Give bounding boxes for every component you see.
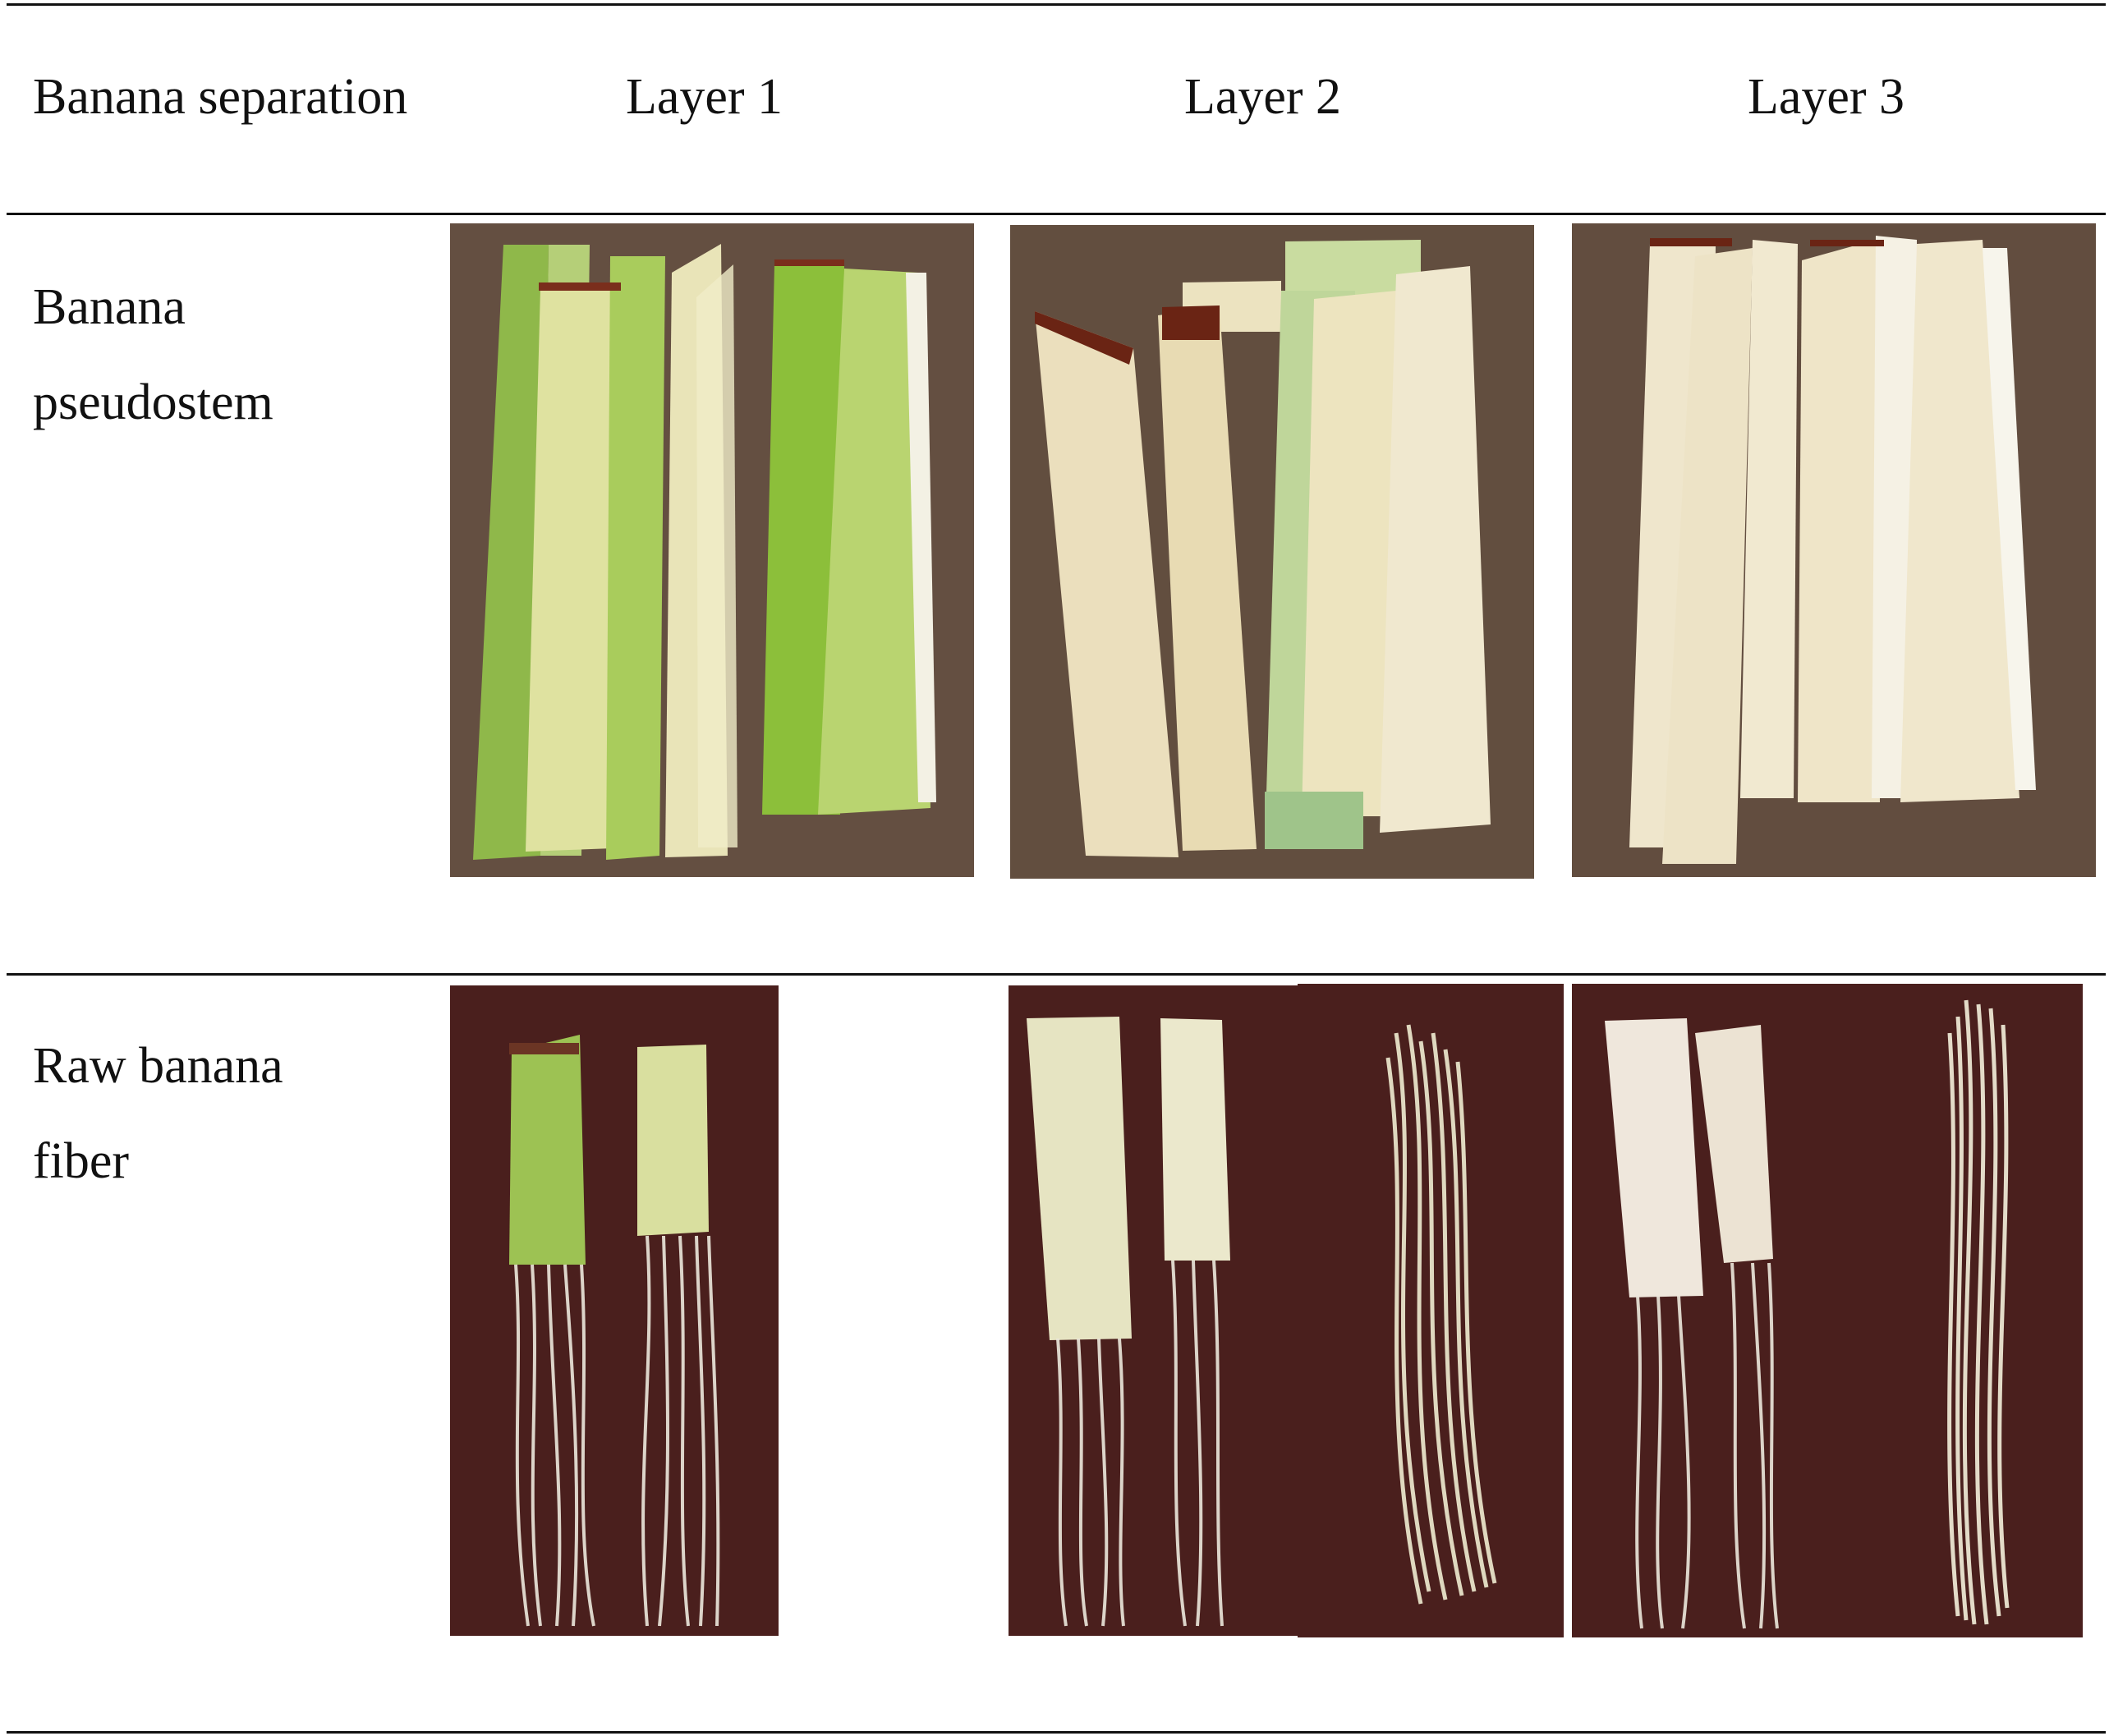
- table-top-rule: [7, 3, 2106, 6]
- header-bottom-rule: [7, 213, 2106, 215]
- raw-fiber-layer-1-photo: [450, 985, 779, 1636]
- row-divider-rule: [7, 973, 2106, 976]
- row-label-pseudostem-line-2: pseudostem: [33, 374, 273, 430]
- pseudostem-layer-3-photo: [1572, 223, 2096, 877]
- raw-fiber-layer-3-stalk-photo: [1572, 984, 1868, 1637]
- row-label-pseudostem-line-1: Banana: [33, 279, 186, 335]
- column-header-layer-3: Layer 3: [1748, 69, 1905, 125]
- pseudostem-layer-2-photo: [1010, 225, 1534, 879]
- raw-fiber-layer-2-stalk-photo: [1009, 985, 1298, 1636]
- table-bottom-rule: [7, 1731, 2106, 1734]
- column-header-layer-1: Layer 1: [626, 69, 783, 125]
- row-label-raw-fiber-line-2: fiber: [33, 1133, 130, 1189]
- raw-fiber-layer-2-bundle-photo: [1298, 984, 1564, 1637]
- column-header-banana-separation: Banana separation: [33, 69, 408, 125]
- pseudostem-layer-1-photo: [450, 223, 974, 877]
- raw-fiber-layer-3-bundle-photo: [1868, 984, 2083, 1637]
- column-header-layer-2: Layer 2: [1184, 69, 1342, 125]
- row-label-raw-fiber-line-1: Raw banana: [33, 1038, 283, 1094]
